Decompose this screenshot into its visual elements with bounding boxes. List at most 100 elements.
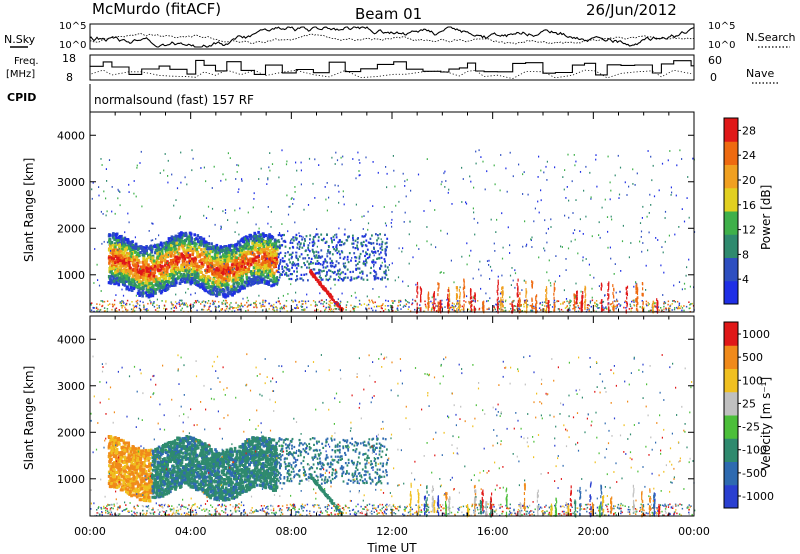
power-echo: [254, 248, 257, 252]
power-echo: [196, 281, 200, 285]
power-echo: [91, 197, 93, 200]
power-echo: [440, 302, 442, 306]
power-echo: [223, 289, 226, 293]
power-echo: [203, 251, 205, 253]
power-echo: [320, 278, 323, 281]
power-echo: [272, 244, 276, 248]
power-echo: [394, 300, 396, 302]
power-echo: [396, 307, 399, 310]
power-echo: [678, 226, 680, 228]
power-echo: [234, 259, 238, 262]
power-echo: [240, 279, 243, 282]
power-echo: [127, 276, 131, 280]
power-echo: [381, 276, 384, 279]
power-echo: [119, 262, 122, 266]
power-echo: [295, 291, 297, 294]
power-echo: [153, 263, 157, 267]
power-echo: [369, 271, 372, 275]
power-echo: [456, 300, 459, 302]
power-echo: [172, 283, 176, 287]
power-echo: [263, 305, 266, 308]
power-echo: [101, 305, 103, 308]
power-echo: [227, 257, 230, 261]
power-echo: [444, 306, 446, 308]
power-echo: [352, 237, 354, 240]
power-echo: [631, 307, 633, 309]
power-echo: [158, 252, 161, 256]
power-echo: [120, 302, 123, 305]
power-echo: [346, 301, 349, 303]
power-echo: [574, 309, 576, 312]
power-echo: [192, 257, 196, 261]
power-echo: [370, 307, 373, 310]
power-echo: [448, 293, 450, 297]
power-echo: [312, 240, 315, 243]
power-echo: [657, 306, 660, 308]
power-echo: [493, 305, 495, 307]
power-echo: [195, 237, 198, 241]
power-echo: [292, 236, 295, 239]
power-echo: [164, 277, 168, 280]
power-echo: [345, 304, 348, 306]
power-echo: [509, 296, 511, 299]
power-echo: [159, 268, 162, 272]
power-echo: [191, 251, 195, 255]
power-echo: [286, 268, 289, 271]
power-echo: [595, 158, 597, 161]
power-echo: [150, 250, 154, 254]
power-echo: [354, 259, 357, 262]
power-echo: [365, 307, 367, 310]
power-echo: [427, 295, 429, 299]
power-echo: [595, 300, 598, 302]
power-echo: [474, 297, 476, 301]
power-echo: [207, 282, 210, 286]
power-echo: [160, 275, 163, 279]
power-echo: [355, 305, 357, 308]
power-echo: [149, 245, 152, 249]
power-echo: [202, 237, 206, 241]
power-echo: [465, 301, 467, 303]
power-echo: [668, 307, 670, 309]
power-echo: [508, 310, 510, 313]
power-echo: [208, 306, 210, 308]
power-echo: [214, 272, 217, 276]
cpid-value: normalsound (fast) 157 RF: [94, 93, 254, 107]
power-echo: [689, 307, 691, 309]
power-echo: [231, 284, 235, 288]
power-echo: [155, 249, 158, 253]
power-echo: [362, 278, 365, 281]
power-echo: [164, 241, 168, 245]
power-echo: [138, 260, 141, 264]
power-echo: [399, 299, 402, 302]
power-echo: [179, 255, 183, 258]
power-echo: [101, 242, 103, 245]
power-echo: [575, 301, 577, 305]
power-echo: [149, 266, 153, 270]
power-echo: [233, 310, 236, 312]
power-echo: [246, 284, 249, 288]
power-echo: [600, 287, 602, 291]
power-echo: [205, 285, 209, 289]
power-echo: [267, 222, 269, 225]
power-echo: [127, 212, 129, 215]
power-echo: [222, 272, 225, 276]
power-echo: [221, 308, 223, 310]
power-echo: [430, 300, 432, 303]
power-echo: [179, 217, 181, 220]
power-echo: [161, 279, 164, 283]
power-echo: [343, 242, 346, 245]
power-echo: [340, 250, 343, 253]
power-echo: [483, 309, 485, 313]
power-echo: [219, 255, 222, 259]
power-echo: [553, 292, 555, 296]
power-echo: [511, 302, 513, 306]
power-echo: [341, 240, 343, 243]
power-echo: [249, 278, 252, 282]
power-echo: [303, 238, 306, 241]
power-echo: [608, 309, 610, 313]
power-echo: [661, 310, 663, 313]
power-echo: [133, 246, 137, 250]
power-echo: [455, 293, 458, 297]
power-echo: [283, 239, 286, 242]
power-echo: [251, 258, 254, 262]
